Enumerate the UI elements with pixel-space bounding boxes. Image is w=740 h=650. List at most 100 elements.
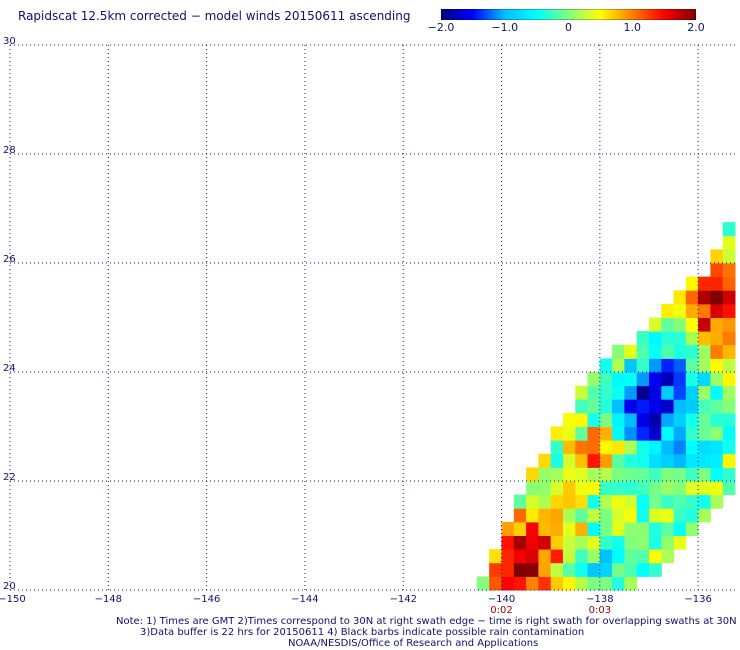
swath-cell bbox=[575, 562, 589, 577]
swath-cell bbox=[624, 440, 638, 455]
swath-cell bbox=[722, 481, 736, 496]
swath-cell bbox=[710, 263, 724, 278]
swath-cell bbox=[636, 453, 650, 468]
swath-cell bbox=[722, 222, 736, 237]
swath-cell bbox=[710, 399, 724, 414]
swath-cell bbox=[550, 549, 564, 564]
swath-cell bbox=[599, 521, 613, 536]
swath-cell bbox=[550, 535, 564, 550]
swath-cell bbox=[550, 576, 564, 591]
swath-cell bbox=[599, 426, 613, 441]
colorbar-tick-label: −2.0 bbox=[427, 21, 455, 34]
colorbar-tick-label: 1.0 bbox=[623, 21, 642, 34]
swath-cell bbox=[649, 426, 662, 441]
swath-cell bbox=[685, 412, 699, 427]
note-line-2: 3)Data buffer is 22 hrs for 20150611 4) … bbox=[140, 627, 585, 638]
swath-cell bbox=[563, 549, 576, 564]
swath-cell bbox=[636, 440, 650, 455]
swath-cell bbox=[489, 562, 502, 577]
swath-cell bbox=[513, 549, 527, 564]
swath-cell bbox=[624, 426, 638, 441]
swath-cell bbox=[698, 358, 711, 373]
swath-cell bbox=[612, 467, 625, 482]
swath-cell bbox=[698, 344, 711, 359]
swath-cell bbox=[575, 494, 589, 509]
swath-cell bbox=[661, 508, 675, 523]
swath-cell bbox=[538, 521, 552, 536]
swath-cell bbox=[587, 576, 601, 591]
swath-cell bbox=[612, 426, 625, 441]
swath-cell bbox=[685, 290, 699, 305]
swath-cell bbox=[649, 508, 662, 523]
swath-cell bbox=[710, 331, 724, 346]
swath-cell bbox=[575, 576, 589, 591]
time-label: 0:02 bbox=[490, 605, 512, 616]
note-line-1: Note: 1) Times are GMT 2)Times correspon… bbox=[116, 616, 737, 627]
swath-cell bbox=[575, 535, 589, 550]
swath-cell bbox=[599, 549, 613, 564]
swath-cell bbox=[550, 426, 564, 441]
swath-cell bbox=[685, 331, 699, 346]
swath-cell bbox=[538, 576, 552, 591]
swath-cell bbox=[698, 508, 711, 523]
swath-cell bbox=[513, 508, 527, 523]
swath-cell bbox=[710, 467, 724, 482]
swath-cell bbox=[722, 290, 736, 305]
swath-cell bbox=[661, 412, 675, 427]
swath-cell bbox=[624, 399, 638, 414]
swath-cell bbox=[698, 440, 711, 455]
x-tick-label: −136 bbox=[684, 594, 711, 605]
swath-cell bbox=[649, 521, 662, 536]
swath-cell bbox=[661, 549, 675, 564]
swath-cell bbox=[587, 535, 601, 550]
swath-cell bbox=[649, 467, 662, 482]
swath-cell bbox=[624, 549, 638, 564]
swath-cell bbox=[673, 317, 687, 332]
swath-cell bbox=[599, 440, 613, 455]
swath-cell bbox=[587, 494, 601, 509]
swath-cell bbox=[636, 385, 650, 400]
swath-cell bbox=[624, 385, 638, 400]
swath-cell bbox=[501, 521, 515, 536]
swath-cell bbox=[624, 494, 638, 509]
swath-cell bbox=[661, 331, 675, 346]
swath-cell bbox=[636, 344, 650, 359]
swath-cell bbox=[649, 372, 662, 387]
swath-cell bbox=[649, 562, 662, 577]
swath-cell bbox=[538, 467, 552, 482]
swath-cell bbox=[575, 453, 589, 468]
note-line-3: NOAA/NESDIS/Office of Research and Appli… bbox=[288, 638, 539, 649]
swath-cell bbox=[550, 521, 564, 536]
swath-cell bbox=[685, 317, 699, 332]
swath-cell bbox=[661, 385, 675, 400]
swath-cell bbox=[673, 372, 687, 387]
swath-cell bbox=[636, 521, 650, 536]
swath-cell bbox=[722, 385, 736, 400]
swath-cell bbox=[575, 508, 589, 523]
swath-cell bbox=[710, 481, 724, 496]
swath-cell bbox=[636, 399, 650, 414]
swath-cell bbox=[587, 453, 601, 468]
swath-cell bbox=[489, 549, 502, 564]
swath-cell bbox=[575, 440, 589, 455]
swath-cell bbox=[599, 494, 613, 509]
swath-cell bbox=[685, 521, 699, 536]
swath-cell bbox=[636, 508, 650, 523]
swath-cell bbox=[624, 467, 638, 482]
swath-cell bbox=[673, 426, 687, 441]
colorbar-tick-label: 0 bbox=[565, 21, 572, 34]
swath-cell bbox=[661, 494, 675, 509]
swath-cell bbox=[526, 535, 539, 550]
swath-cell bbox=[624, 372, 638, 387]
swath-cell bbox=[722, 263, 736, 278]
swath-cell bbox=[563, 481, 576, 496]
swath-cell bbox=[636, 372, 650, 387]
swath-cell bbox=[698, 399, 711, 414]
swath-cell bbox=[612, 535, 625, 550]
swath-cell bbox=[722, 412, 736, 427]
swath-cell bbox=[649, 481, 662, 496]
chart-title: Rapidscat 12.5km corrected − model winds… bbox=[18, 9, 411, 23]
swath-cell bbox=[636, 331, 650, 346]
swath-cell bbox=[550, 467, 564, 482]
swath-cell bbox=[624, 453, 638, 468]
